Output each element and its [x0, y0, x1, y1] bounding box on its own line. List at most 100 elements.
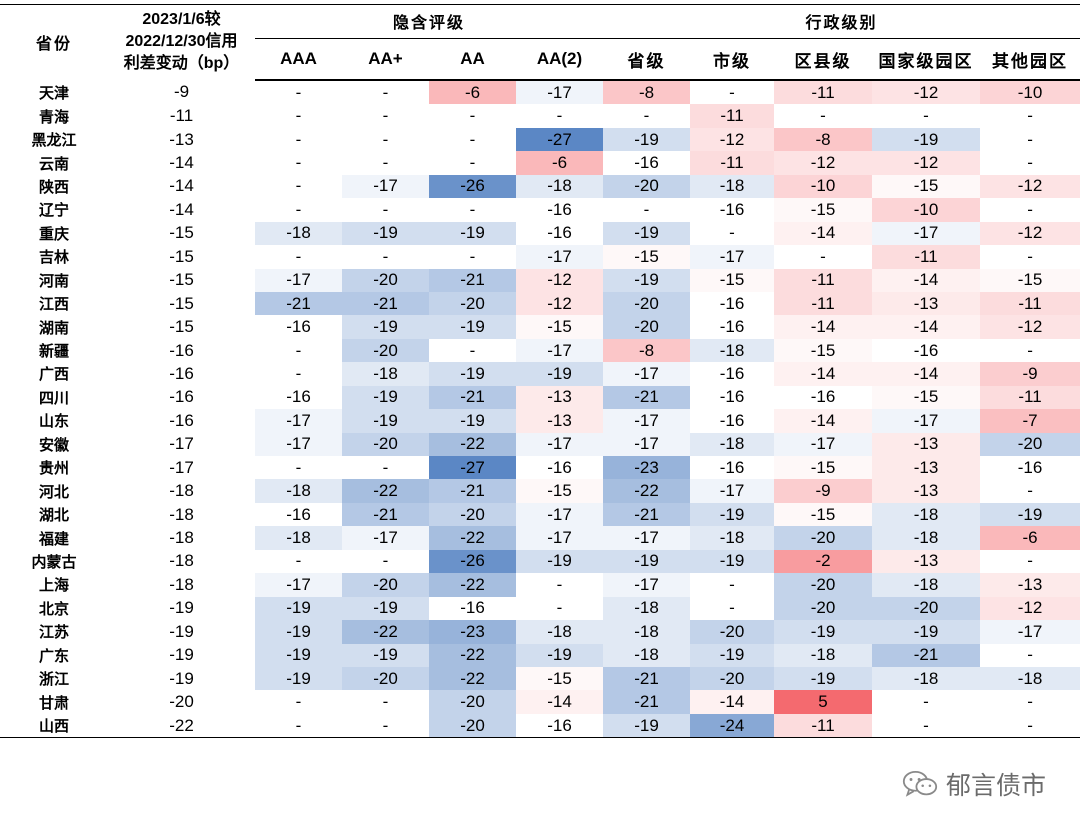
- heat-cell: -23: [603, 456, 691, 480]
- heat-cell: -: [1027, 129, 1033, 149]
- column-header: 市级: [690, 38, 775, 81]
- table-row: 重庆 -15 -18 -19 -19 -16 -19- -14 -17 -12: [0, 221, 1080, 246]
- heat-cell: -22: [429, 666, 516, 691]
- heat-cell: -: [295, 551, 302, 571]
- heat-cell: -11: [690, 104, 775, 128]
- heat-cell: -21: [603, 666, 691, 691]
- heat-cell: -27: [429, 456, 516, 480]
- heat-cell: -18: [603, 596, 691, 621]
- heat-cell: -: [382, 199, 389, 219]
- heat-cell: -8: [774, 127, 873, 152]
- heat-cell: -: [980, 713, 1080, 739]
- heat-cell: -19: [774, 620, 873, 644]
- heat-cell: -: [1027, 551, 1033, 571]
- province-cell: 云南: [38, 154, 69, 173]
- heat-cell: -17: [516, 432, 604, 456]
- heat-cell: -18: [872, 526, 981, 550]
- table-row: 河北 -18 -18 -22 -21 -15 -22 -17 -9 -13-: [0, 479, 1080, 503]
- change-header: 2023/1/6较 2022/12/30信用 利差变动（bp）: [108, 4, 255, 80]
- heat-cell: -: [820, 246, 826, 266]
- change-cell: -13: [169, 129, 194, 149]
- heat-cell: -20: [429, 713, 516, 739]
- table-row: 上海 -18 -17 -20 -22- -17- -20 -18 -13: [0, 573, 1080, 597]
- heat-cell: -26: [429, 174, 516, 199]
- heat-cell: -: [469, 106, 476, 126]
- heat-cell: -19: [516, 549, 604, 574]
- table-row: 内蒙古 -18- - -26 -19 -19 -19 -2 -13-: [0, 549, 1080, 574]
- heat-cell: -13: [872, 456, 981, 480]
- heat-cell: -19: [516, 362, 604, 386]
- heat-cell: -: [1027, 692, 1033, 712]
- heat-cell: -22: [429, 432, 516, 456]
- heat-cell: -18: [516, 174, 604, 199]
- heat-cell: -15: [774, 456, 873, 480]
- heat-cell: -19: [774, 666, 873, 691]
- heat-cell: -16: [690, 315, 775, 339]
- heat-cell: -19: [980, 502, 1080, 527]
- heat-cell: -: [1027, 645, 1033, 665]
- heat-cell: -6: [980, 526, 1080, 550]
- heat-cell: -17: [516, 245, 604, 269]
- heat-cell: -17: [690, 479, 775, 503]
- province-cell: 贵州: [38, 459, 69, 478]
- heat-cell: -: [295, 457, 302, 477]
- province-cell: 江苏: [38, 623, 69, 642]
- heat-cell: -15: [872, 174, 981, 199]
- heat-cell: -13: [516, 409, 604, 433]
- heat-cell: -20: [429, 690, 516, 714]
- change-cell: -14: [169, 176, 194, 196]
- heat-cell: -: [923, 692, 929, 712]
- heat-cell: -18: [342, 362, 429, 386]
- column-header: 国家级园区: [872, 38, 981, 81]
- table-row: 福建 -18 -18 -17 -22 -17 -17 -18 -20 -18 -6: [0, 526, 1080, 550]
- change-cell: -11: [169, 106, 194, 126]
- heat-cell: -11: [774, 291, 873, 316]
- column-header: 省级: [603, 38, 691, 81]
- heat-cell: -21: [429, 268, 516, 292]
- table-row: 新疆 -16- -20- -17 -8 -18 -15 -16-: [0, 338, 1080, 363]
- heat-cell: -: [382, 551, 389, 571]
- heat-cell: -16: [690, 291, 775, 316]
- heat-cell: -16: [690, 198, 775, 222]
- change-cell: -16: [169, 410, 194, 430]
- heat-cell: -19: [872, 127, 981, 152]
- change-cell: -17: [169, 457, 194, 477]
- heat-cell: -15: [690, 268, 775, 292]
- table-row: 湖北 -18 -16 -21 -20 -17 -21 -19 -15 -18 -19: [0, 502, 1080, 527]
- heat-cell: -22: [429, 643, 516, 667]
- implicit-rating-group-header: 隐含评级: [255, 4, 604, 39]
- heat-cell: -17: [774, 432, 873, 456]
- table-row: 青海 -11 - - - - - -11 - - -: [0, 104, 1080, 128]
- heat-cell: -: [923, 106, 929, 126]
- table-row: 四川 -16 -16 -19 -21 -13 -21 -16 -16 -15 -11: [0, 385, 1080, 410]
- column-header: 其他园区: [980, 38, 1080, 81]
- heat-cell: -16: [516, 198, 604, 222]
- heat-cell: -10: [980, 80, 1080, 105]
- province-cell: 安徽: [38, 435, 69, 454]
- heat-cell: -13: [872, 549, 981, 574]
- heat-cell: -19: [429, 409, 516, 433]
- heat-cell: -19: [255, 643, 342, 667]
- heat-cell: -10: [872, 198, 981, 222]
- watermark-text: 郁言债市: [945, 771, 1046, 800]
- heat-cell: -18: [872, 573, 981, 597]
- heat-cell: -12: [872, 80, 981, 105]
- heat-cell: -18: [255, 526, 342, 550]
- province-cell: 上海: [38, 576, 69, 595]
- table-row: 陕西 -14- -17 -26 -18 -20 -18 -10 -15 -12: [0, 174, 1080, 199]
- province-cell: 四川: [38, 388, 69, 407]
- change-cell: -19: [169, 598, 194, 618]
- heat-cell: -16: [690, 385, 775, 410]
- table-row: 河南 -15 -17 -20 -21 -12 -19 -15 -11 -14 -15: [0, 268, 1080, 292]
- table-row: 甘肃 -20- - -20 -14 -21 -14 5- -: [0, 690, 1080, 714]
- heat-cell: -: [556, 574, 563, 594]
- table-row: 北京 -19 -19 -19 -16- -18- -20 -20 -12: [0, 596, 1080, 621]
- heat-cell: -14: [774, 315, 873, 339]
- heat-cell: 5: [774, 690, 873, 714]
- heat-cell: -19: [872, 620, 981, 644]
- heat-cell: -15: [516, 479, 604, 503]
- province-cell: 浙江: [38, 670, 69, 689]
- watermark: 郁言债市: [902, 766, 1046, 802]
- heat-cell: -19: [255, 620, 342, 644]
- heat-cell: -20: [872, 596, 981, 621]
